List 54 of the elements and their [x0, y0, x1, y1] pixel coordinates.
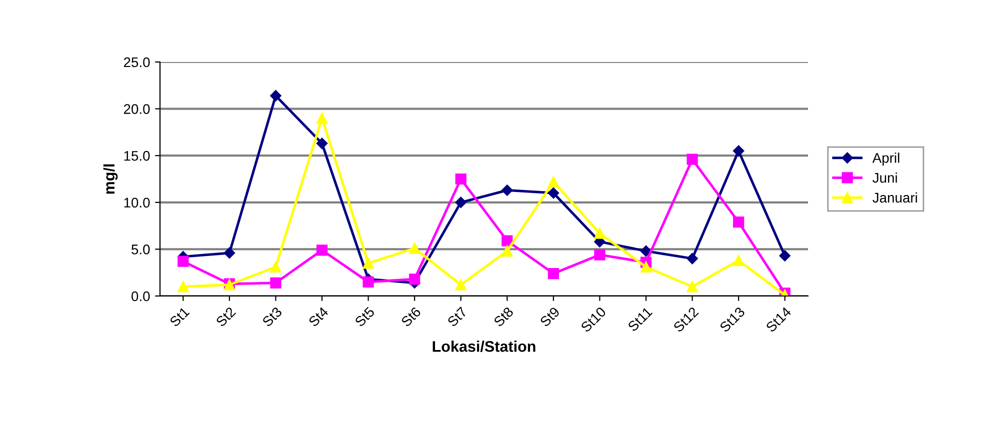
point	[686, 154, 698, 165]
point	[455, 173, 466, 185]
y-tick-label: 10.0	[124, 198, 150, 208]
x-tick-label: St1	[169, 306, 190, 328]
point	[270, 261, 282, 273]
point	[733, 216, 744, 228]
point	[270, 90, 282, 102]
point	[686, 281, 698, 292]
point	[362, 258, 374, 269]
point	[409, 274, 420, 285]
x-tick-label: St8	[493, 306, 514, 328]
x-tick-label: St4	[308, 306, 329, 328]
y-tick-label: 0.0	[132, 291, 150, 302]
point	[316, 112, 328, 124]
x-tick-label: St11	[627, 306, 653, 332]
x-tick-label: St3	[262, 306, 282, 328]
point	[733, 254, 744, 266]
y-tick-label: 15.0	[124, 150, 150, 161]
point	[548, 268, 559, 280]
point	[640, 245, 652, 257]
x-tick-label: St2	[215, 306, 236, 328]
point	[224, 247, 236, 259]
x-tick-label: St6	[400, 306, 422, 328]
point	[362, 276, 374, 288]
point	[594, 249, 606, 260]
point	[316, 244, 328, 256]
point	[178, 256, 189, 267]
point	[548, 176, 559, 188]
y-tick-label: 5.0	[132, 244, 150, 254]
point	[455, 279, 466, 290]
point	[732, 145, 744, 157]
point	[686, 252, 698, 264]
point	[178, 281, 189, 292]
point	[640, 261, 652, 273]
legend-label: Januari	[872, 192, 917, 203]
x-tick-label: St9	[539, 306, 560, 328]
y-axis-title: mg/l	[103, 164, 118, 194]
legend-label: Juni	[872, 172, 897, 183]
point	[409, 242, 420, 254]
point	[316, 138, 328, 150]
point	[594, 228, 606, 239]
point	[270, 277, 282, 288]
x-tick-label: St7	[446, 306, 468, 328]
point	[502, 246, 513, 257]
point	[502, 235, 513, 246]
y-tick-label: 25.0	[124, 57, 150, 68]
point	[455, 196, 466, 208]
x-axis-title: Lokasi/Station	[432, 340, 536, 352]
point	[548, 187, 560, 199]
legend-label: April	[872, 152, 900, 166]
point	[502, 184, 513, 196]
y-tick-label: 20.0	[124, 104, 150, 114]
x-tick-label: St5	[354, 306, 376, 328]
point	[779, 250, 790, 262]
